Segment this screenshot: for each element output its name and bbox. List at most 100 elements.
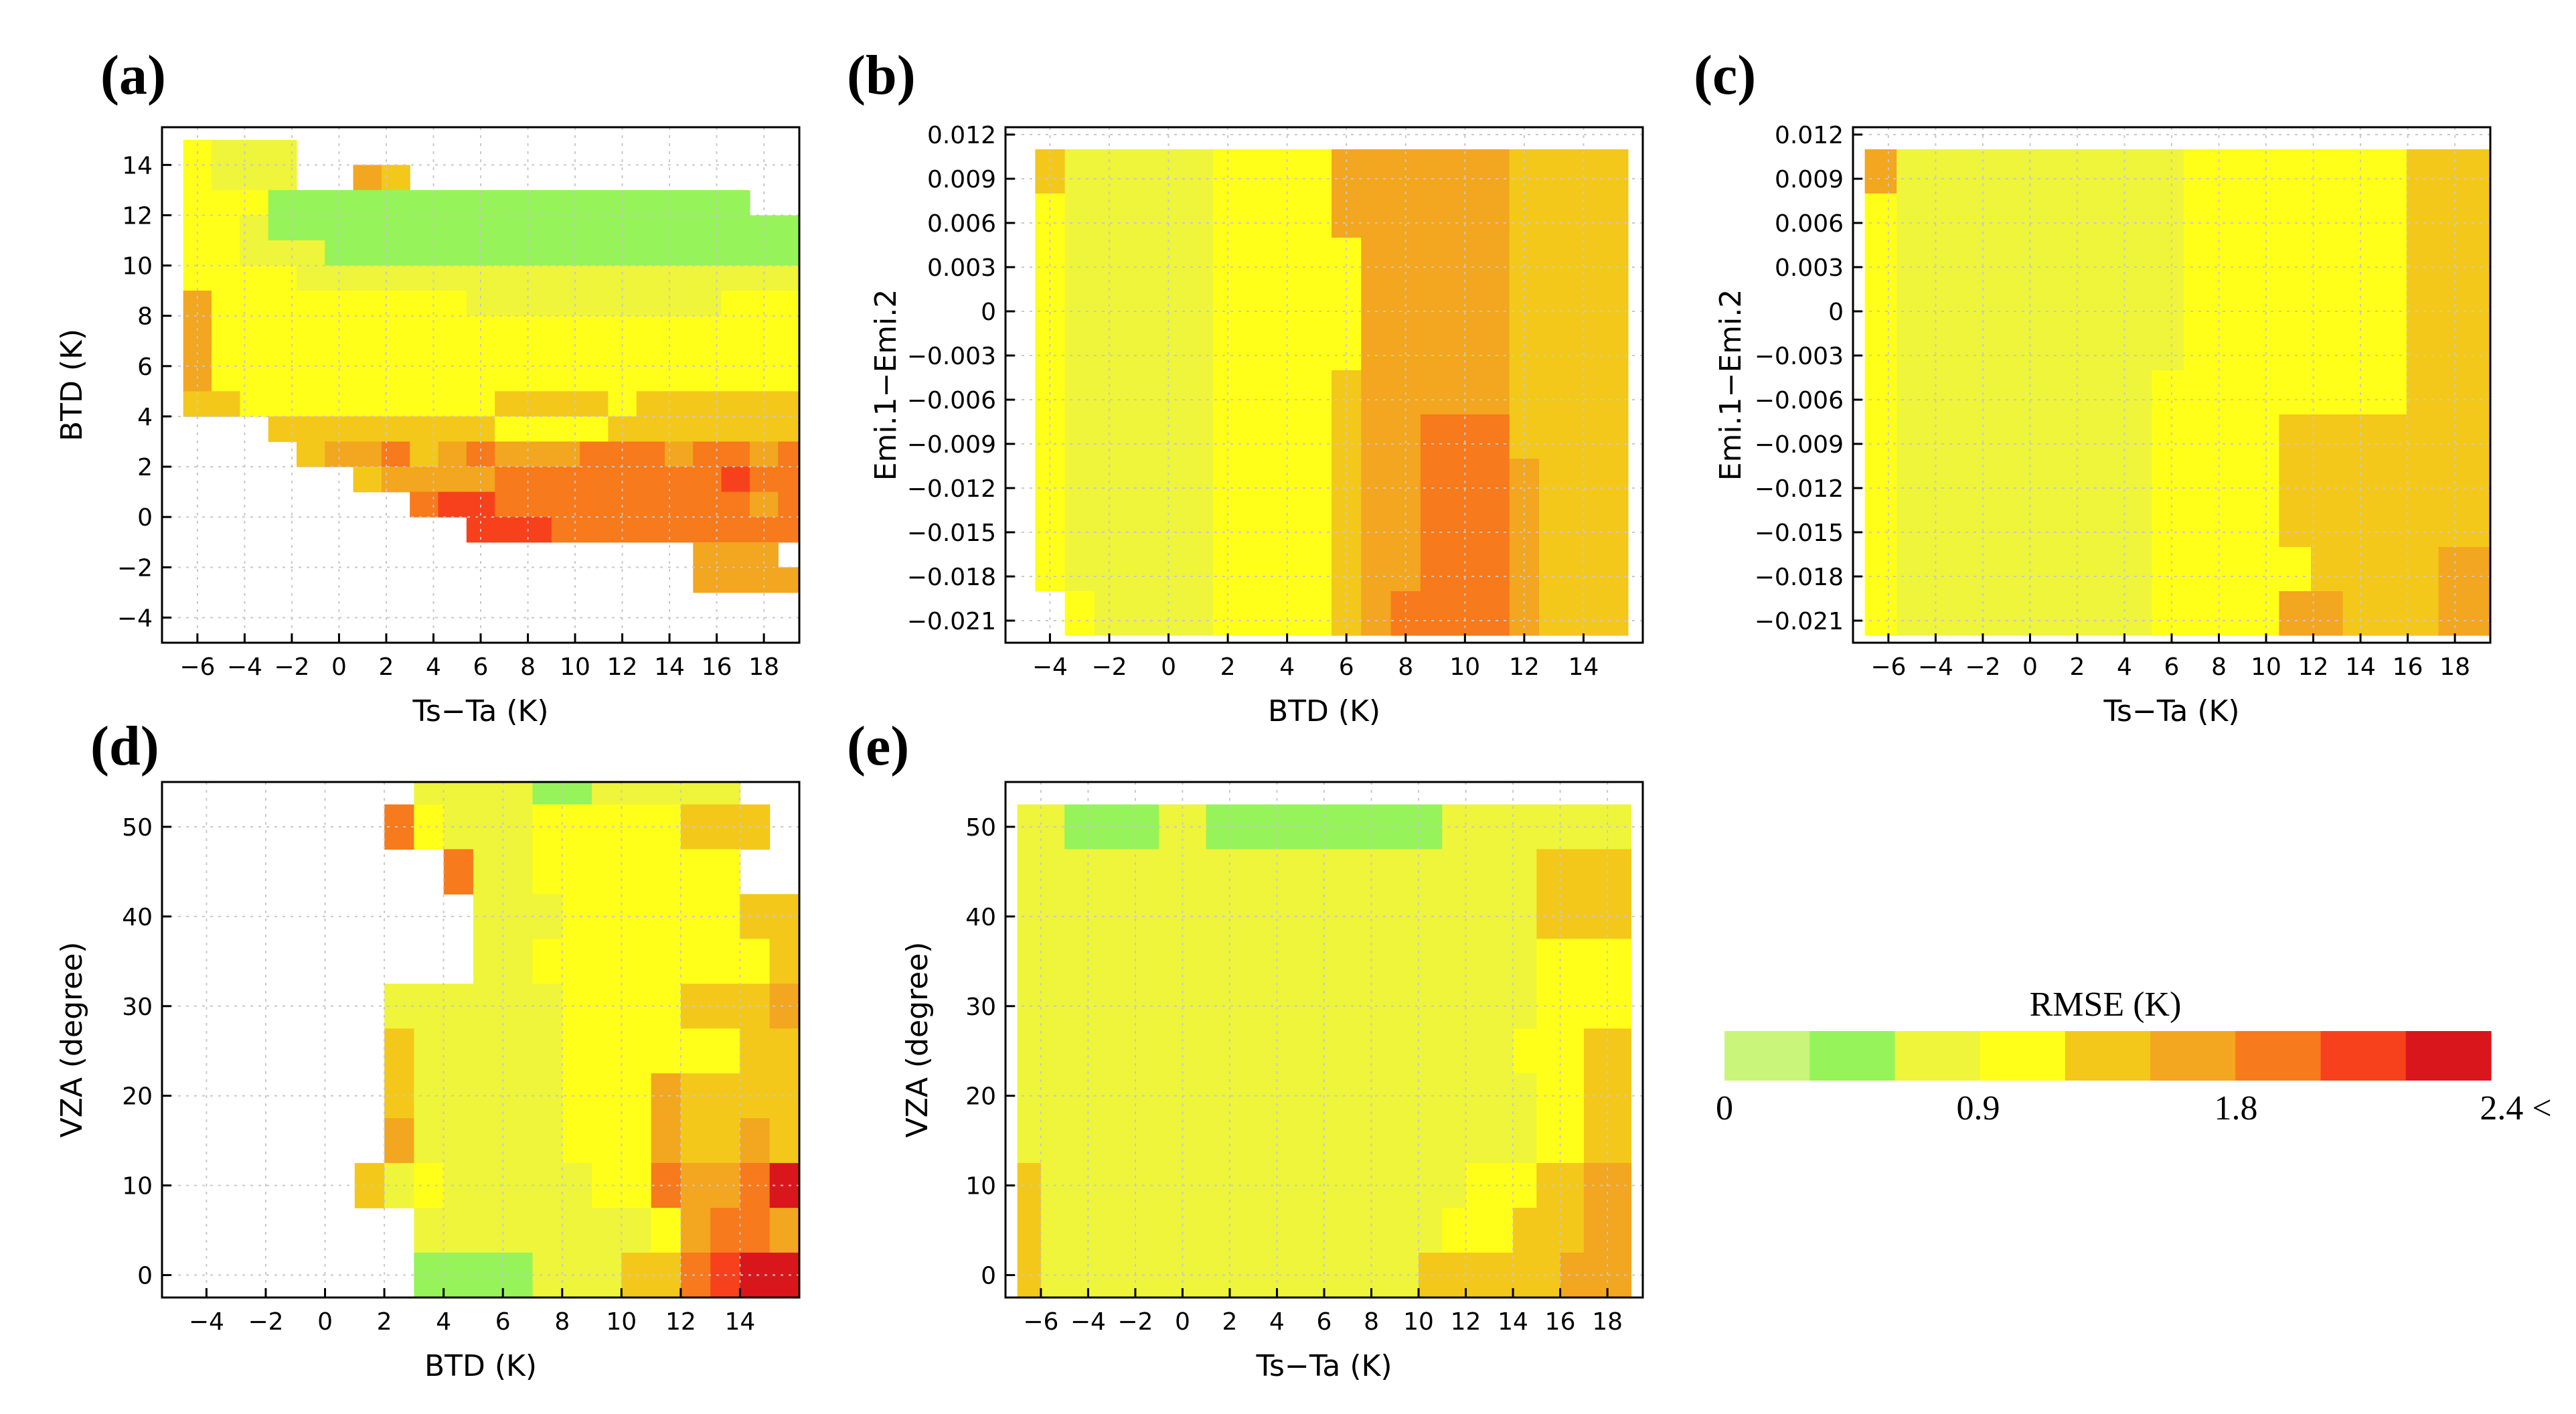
heatmap-cell [1420, 591, 1451, 636]
heatmap-cell [1230, 984, 1254, 1029]
heatmap-cell [551, 215, 580, 241]
heatmap-cell [2215, 503, 2248, 548]
heatmap-cell [721, 391, 750, 417]
heatmap-cell [1420, 282, 1451, 327]
heatmap-cell [1159, 984, 1184, 1029]
y-tick-label: 20 [965, 1083, 996, 1111]
colorbar-tick-3: 2.4 < [2480, 1089, 2551, 1127]
heatmap-cell [1182, 1028, 1207, 1074]
heatmap-cell [1509, 149, 1540, 194]
x-tick-label: 2 [1220, 653, 1236, 681]
heatmap-cell [495, 240, 524, 266]
heatmap-cell [1301, 370, 1332, 415]
heatmap-cell [1230, 1073, 1254, 1119]
heatmap-cell [1607, 1028, 1631, 1074]
heatmap-cell [240, 215, 269, 241]
heatmap-cell [1111, 1028, 1136, 1074]
x-tick-label: −2 [248, 1308, 283, 1336]
heatmap-cell [1242, 459, 1273, 503]
heatmap-cell [523, 441, 552, 467]
heatmap-cell [2215, 238, 2248, 283]
heatmap-cell [1536, 1118, 1561, 1164]
heatmap-cell [1420, 193, 1451, 238]
heatmap-cell [1064, 939, 1089, 984]
heatmap-cell [1390, 414, 1421, 459]
heatmap-cell [636, 517, 665, 543]
heatmap-cell [1539, 326, 1569, 371]
heatmap-cell [473, 894, 503, 939]
heatmap-cell [2087, 547, 2120, 592]
heatmap-cell [2183, 503, 2216, 548]
heatmap-cell [1450, 326, 1481, 371]
heatmap-cell [503, 939, 534, 984]
y-tick-label: 2 [137, 454, 153, 481]
heatmap-cell [1111, 1073, 1136, 1119]
x-tick-label: 4 [2117, 653, 2132, 681]
heatmap-cell [297, 215, 325, 241]
heatmap-cell [1124, 459, 1154, 503]
heatmap-cell [1361, 282, 1392, 327]
heatmap-cell [1394, 849, 1419, 894]
heatmap-cell [2056, 193, 2089, 238]
heatmap-cell [551, 240, 580, 266]
heatmap-cell [1272, 503, 1303, 548]
heatmap-cell [495, 189, 524, 216]
heatmap-cell [680, 939, 711, 984]
heatmap-cell [621, 849, 652, 894]
heatmap-cell [2470, 459, 2491, 503]
heatmap-cell [1992, 591, 2025, 636]
heatmap-cell [2087, 503, 2120, 548]
heatmap-cell [414, 782, 445, 805]
heatmap-cell [1536, 1163, 1561, 1208]
heatmap-cell [1361, 149, 1392, 194]
heatmap-cell [1992, 282, 2025, 327]
heatmap-cell [1040, 1028, 1065, 1074]
heatmap-cell [1040, 1253, 1065, 1298]
x-tick-label: −6 [1870, 653, 1906, 681]
heatmap-cell [1040, 1118, 1065, 1164]
heatmap-cell [532, 939, 563, 984]
heatmap-cell [693, 366, 722, 392]
heatmap-cell [2119, 414, 2152, 459]
heatmap-cell [1992, 547, 2025, 592]
heatmap-cell [2374, 193, 2407, 238]
heatmap-cell [473, 849, 503, 894]
heatmap-cell [1088, 1208, 1113, 1253]
heatmap-cell [693, 315, 722, 341]
heatmap-cell [562, 1073, 592, 1119]
heatmap-cell [495, 441, 524, 467]
heatmap-cell [721, 567, 750, 593]
heatmap-cell [2406, 547, 2439, 592]
heatmap-cell [2024, 591, 2057, 636]
heatmap-cell [1607, 804, 1631, 850]
heatmap-cell [1182, 1208, 1207, 1253]
heatmap-cell [1560, 1253, 1585, 1298]
heatmap-cell [1371, 849, 1396, 894]
heatmap-cell [1394, 804, 1419, 850]
heatmap-cell [438, 491, 467, 518]
heatmap-cell [680, 1118, 711, 1164]
heatmap-cell [2056, 149, 2089, 194]
heatmap-cell [721, 265, 750, 291]
heatmap-cell [562, 1118, 592, 1164]
y-tick-label: 0.003 [927, 254, 996, 282]
x-tick-label: 14 [654, 653, 685, 681]
heatmap-cell [2374, 459, 2407, 503]
heatmap-cell [1598, 414, 1629, 459]
heatmap-cell [212, 366, 240, 392]
x-axis-label-a: Ts−Ta (K) [412, 694, 548, 728]
heatmap-cell [1479, 414, 1510, 459]
heatmap-cell [2056, 326, 2089, 371]
y-tick-label: −4 [117, 605, 153, 632]
heatmap-cell [443, 782, 474, 805]
heatmap-cell [1348, 939, 1372, 984]
heatmap-cell [1420, 547, 1451, 592]
heatmap-cell [1272, 149, 1303, 194]
heatmap-cell [1513, 849, 1537, 894]
y-tick-label: 8 [137, 303, 153, 331]
heatmap-cell [693, 291, 722, 317]
heatmap-cell [1064, 282, 1095, 327]
heatmap-cell [353, 265, 382, 291]
x-tick-label: 18 [1592, 1308, 1623, 1336]
heatmap-cell [466, 265, 495, 291]
